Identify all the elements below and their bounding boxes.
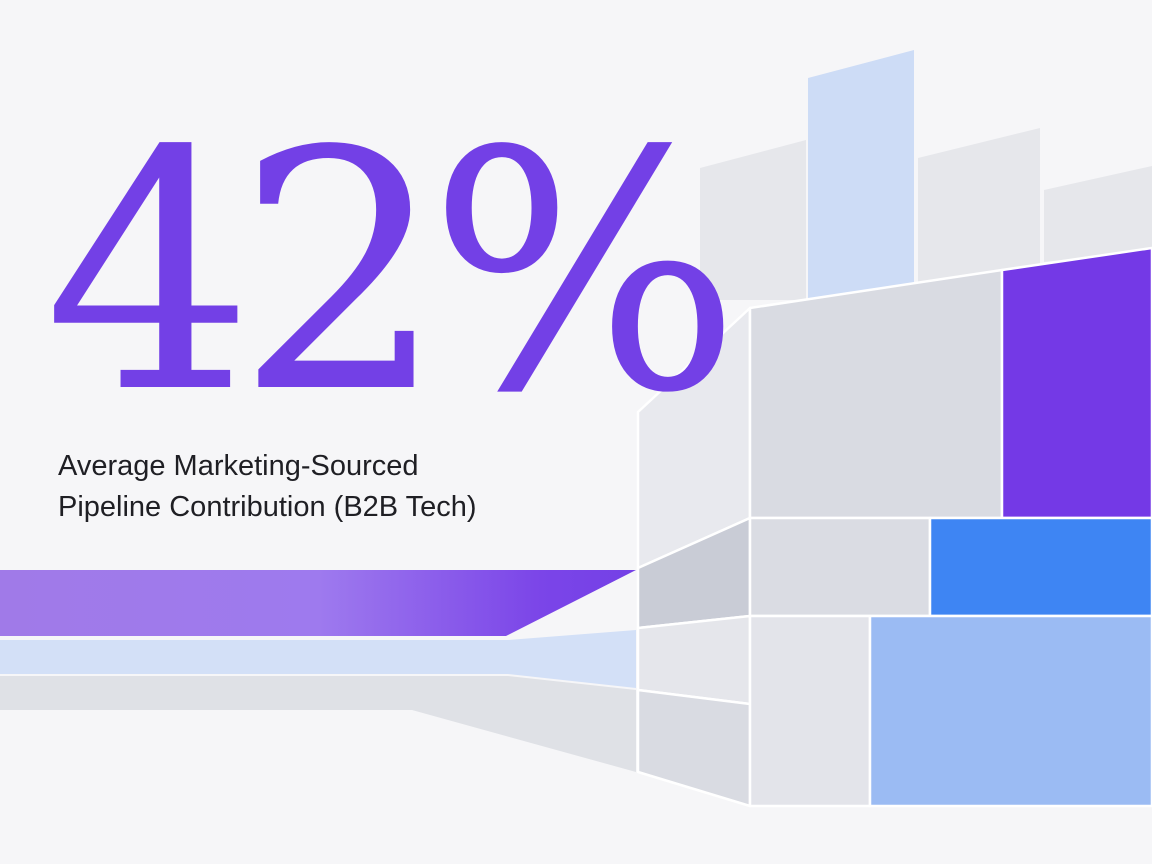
face-front-gray-3 bbox=[748, 614, 872, 808]
main-block bbox=[636, 246, 1152, 808]
gray-stream bbox=[0, 676, 636, 772]
stat-caption: Average Marketing-Sourced Pipeline Contr… bbox=[58, 446, 477, 528]
tower-gray-left bbox=[700, 140, 806, 300]
caption-line-1: Average Marketing-Sourced bbox=[58, 450, 419, 482]
light-blue-stream bbox=[0, 630, 636, 688]
background-towers bbox=[700, 50, 1152, 300]
tower-gray-right bbox=[1044, 166, 1152, 262]
face-front-gray bbox=[748, 268, 1004, 520]
headline-stat: 42% bbox=[44, 81, 741, 465]
tower-blue-tall bbox=[808, 50, 914, 300]
face-front-purple bbox=[1000, 246, 1152, 520]
face-front-light-blue bbox=[868, 614, 1152, 808]
face-front-blue bbox=[928, 516, 1152, 618]
tower-gray-mid bbox=[918, 128, 1040, 290]
face-left-low bbox=[636, 614, 752, 706]
face-left-bottom bbox=[636, 688, 752, 808]
caption-line-2: Pipeline Contribution (B2B Tech) bbox=[58, 491, 477, 523]
pipeline-streams bbox=[0, 570, 636, 772]
purple-band bbox=[0, 570, 636, 636]
face-front-gray-2 bbox=[748, 516, 932, 618]
